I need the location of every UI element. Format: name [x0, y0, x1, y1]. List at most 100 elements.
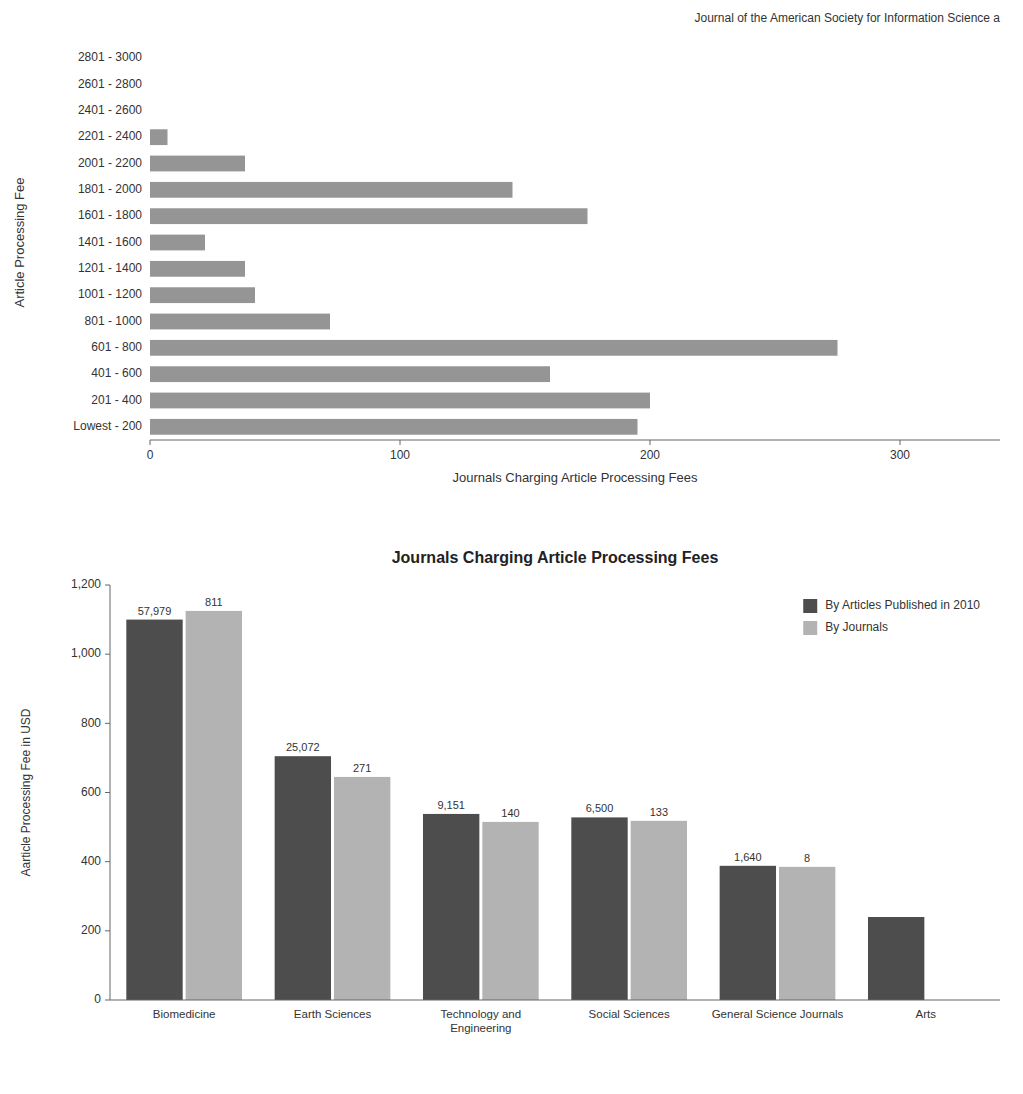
- category-label: 1801 - 2000: [78, 182, 142, 196]
- y-tick-label: 0: [94, 992, 101, 1006]
- legend: By Articles Published in 2010 By Journals: [803, 598, 980, 635]
- x-axis-line: [150, 440, 1000, 441]
- category-label: 2601 - 2800: [78, 77, 142, 91]
- category-label: Lowest - 200: [73, 419, 142, 433]
- category-label: Social Sciences: [589, 1008, 670, 1020]
- bar: [150, 419, 638, 435]
- bar: [779, 867, 835, 1000]
- bar: [150, 393, 650, 409]
- bar-annotation: 271: [353, 762, 371, 774]
- bar: [150, 235, 205, 251]
- bar: [334, 777, 390, 1000]
- y-axis-label: Aarticle Processing Fee in USD: [19, 708, 33, 876]
- bars: [126, 611, 924, 1000]
- bar: [150, 340, 838, 356]
- y-tick-label: 800: [81, 716, 101, 730]
- category-label: 801 - 1000: [85, 314, 143, 328]
- bar: [126, 620, 182, 1000]
- category-label: General Science Journals: [712, 1008, 844, 1020]
- bar-annotation: 9,151: [437, 799, 465, 811]
- category-label-line: Arts: [916, 1008, 937, 1020]
- category-label: 1001 - 1200: [78, 287, 142, 301]
- x-tick: [400, 440, 401, 445]
- chart-grouped-bar: Journals Charging Article Processing Fee…: [19, 549, 1000, 1034]
- y-tick-label: 1,000: [71, 646, 101, 660]
- x-tick-label: 200: [640, 448, 660, 462]
- y-tick: [105, 723, 110, 724]
- bar: [868, 917, 924, 1000]
- x-tick: [900, 440, 901, 445]
- header-text: Journal of the American Society for Info…: [695, 11, 1001, 25]
- category-label: Technology and Engineering: [441, 1008, 522, 1034]
- bar-annotation: 811: [205, 596, 223, 608]
- bar-annotation: 6,500: [586, 802, 614, 814]
- bar: [150, 261, 245, 277]
- x-axis-line: [110, 1000, 1000, 1001]
- category-label: 2801 - 3000: [78, 50, 142, 64]
- chart-horizontal-bar: Journal of the American Society for Info…: [12, 11, 1000, 485]
- bar-annotation: 25,072: [286, 741, 320, 753]
- legend-label: By Journals: [825, 620, 888, 634]
- bar: [186, 611, 242, 1000]
- y-tick-label: 200: [81, 923, 101, 937]
- y-tick-label: 400: [81, 854, 101, 868]
- y-tick-label: 1,200: [71, 577, 101, 591]
- category-label: 1201 - 1400: [78, 261, 142, 275]
- category-label: 2401 - 2600: [78, 103, 142, 117]
- x-tick-label: 300: [890, 448, 910, 462]
- y-tick-label: 600: [81, 785, 101, 799]
- bar: [150, 156, 245, 172]
- category-label-line: General Science Journals: [712, 1008, 844, 1020]
- category-label: Biomedicine: [153, 1008, 216, 1020]
- bar-annotation: 1,640: [734, 851, 762, 863]
- bar: [150, 77, 151, 93]
- bar: [275, 756, 331, 1000]
- y-tick: [105, 654, 110, 655]
- category-label: 401 - 600: [91, 366, 142, 380]
- bars: [150, 129, 838, 434]
- bar: [571, 817, 627, 1000]
- y-tick: [105, 585, 110, 586]
- bar-annotation: 57,979: [138, 605, 172, 617]
- category-label-line: Engineering: [450, 1022, 511, 1034]
- x-axis-label: Journals Charging Article Processing Fee…: [453, 470, 698, 485]
- category-label: Arts: [916, 1008, 937, 1020]
- category-label: 2001 - 2200: [78, 156, 142, 170]
- bar-annotation: 8: [804, 852, 810, 864]
- bar: [150, 366, 550, 382]
- category-label-line: Biomedicine: [153, 1008, 216, 1020]
- x-tick: [650, 440, 651, 445]
- bar: [150, 129, 168, 145]
- category-label-line: Technology and: [441, 1008, 522, 1020]
- legend-swatch: [803, 599, 817, 613]
- category-label: 201 - 400: [91, 393, 142, 407]
- x-tick: [150, 440, 151, 445]
- legend-swatch: [803, 621, 817, 635]
- y-tick: [105, 930, 110, 931]
- category-label: Earth Sciences: [294, 1008, 372, 1020]
- bar: [631, 821, 687, 1000]
- bar: [150, 50, 151, 66]
- bar: [423, 814, 479, 1000]
- chart-title: Journals Charging Article Processing Fee…: [392, 549, 719, 566]
- chart-canvas: Journal of the American Society for Info…: [0, 0, 1023, 1094]
- bar-annotation: 140: [501, 807, 519, 819]
- legend-label: By Articles Published in 2010: [825, 598, 980, 612]
- y-axis-label: Article Processing Fee: [12, 177, 27, 307]
- y-tick: [105, 1000, 110, 1001]
- bar: [150, 314, 330, 330]
- y-tick: [105, 792, 110, 793]
- y-tick: [105, 861, 110, 862]
- annotations: 57,97925,0729,1516,5001,6408112711401338: [138, 596, 811, 864]
- bar: [720, 866, 776, 1000]
- category-label-line: Earth Sciences: [294, 1008, 372, 1020]
- bar: [150, 103, 151, 119]
- category-label: 2201 - 2400: [78, 129, 142, 143]
- category-label-line: Social Sciences: [589, 1008, 670, 1020]
- bar: [150, 208, 588, 224]
- bar: [150, 287, 255, 303]
- category-label: 601 - 800: [91, 340, 142, 354]
- category-label: 1601 - 1800: [78, 208, 142, 222]
- x-tick-label: 0: [147, 448, 154, 462]
- category-label: 1401 - 1600: [78, 235, 142, 249]
